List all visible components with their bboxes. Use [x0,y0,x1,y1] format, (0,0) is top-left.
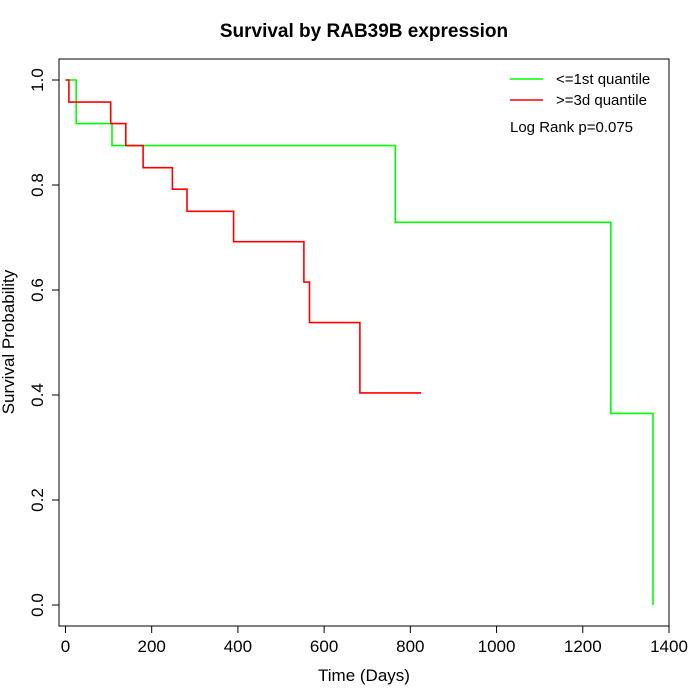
chart-title: Survival by RAB39B expression [220,21,508,42]
y-tick-label: 0.8 [28,173,47,197]
x-tick-label: 800 [396,637,424,656]
legend-label-series-2: >=3d quantile [556,92,647,109]
x-tick-label: 1200 [564,637,602,656]
x-tick-label: 600 [310,637,338,656]
x-tick-label: 0 [61,637,70,656]
x-axis-title: Time (Days) [318,666,410,685]
logrank-annotation: Log Rank p=0.075 [510,119,633,136]
y-tick-label: 0.0 [28,593,47,617]
y-axis: 0.0 0.2 0.4 0.6 0.8 1.0 [28,68,60,617]
x-tick-label: 400 [224,637,252,656]
legend-label-series-1: <=1st quantile [556,71,650,88]
x-tick-label: 1000 [478,637,516,656]
survival-curve-series-1 [65,79,654,605]
y-tick-label: 0.2 [28,488,47,512]
x-tick-label: 1400 [650,637,688,656]
series-layer [65,79,654,605]
legend: <=1st quantile >=3d quantile [510,71,650,109]
plot-frame [58,58,670,627]
x-axis: 0 200 400 600 800 1000 1200 1400 [61,625,688,656]
y-tick-label: 0.4 [28,383,47,407]
y-axis-title: Survival Probability [0,269,18,414]
y-tick-label: 1.0 [28,68,47,92]
survival-curve-series-2 [65,79,422,394]
y-tick-label: 0.6 [28,278,47,302]
x-tick-label: 200 [137,637,165,656]
